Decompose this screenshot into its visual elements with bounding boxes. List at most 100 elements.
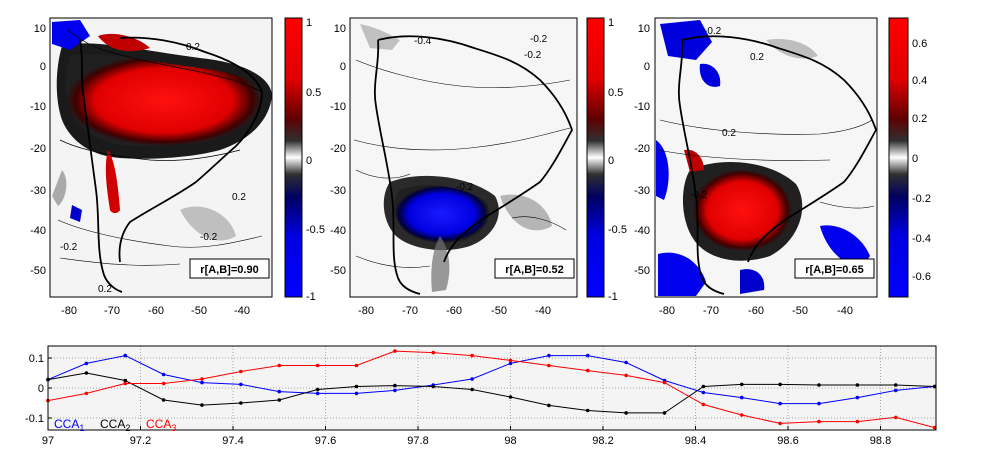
- colorbar-1-tick: 0: [306, 155, 312, 167]
- timeseries-series-1-point: [778, 402, 782, 406]
- timeseries-series-3-point: [702, 403, 706, 407]
- timeseries-series-3-point: [277, 364, 281, 368]
- map-panel-1: [50, 18, 272, 297]
- timeseries-series-1-point: [316, 392, 320, 396]
- timeseries-series-3-point: [470, 354, 474, 358]
- map-2-xtick: -60: [446, 305, 462, 317]
- timeseries-series-2-point: [817, 383, 821, 387]
- map-1-xtick: -80: [61, 305, 77, 317]
- timeseries-series-3-point: [547, 364, 551, 368]
- map-3-ytick: 10: [638, 23, 650, 35]
- timeseries-xtick-label: 97: [42, 435, 54, 447]
- colorbar-1-tick: -1: [306, 291, 316, 303]
- timeseries-series-2-point: [277, 398, 281, 402]
- map-3-xtick: -80: [659, 305, 675, 317]
- timeseries-xtick-label: 98: [504, 435, 516, 447]
- map-1-contour-label: 0.2: [232, 192, 246, 203]
- colorbar-2-tick: 1: [608, 17, 614, 29]
- timeseries-series-2-point: [393, 384, 397, 388]
- timeseries-series-1-point: [85, 362, 89, 366]
- map-2-ytick: 10: [334, 23, 346, 35]
- timeseries-series-2-point: [702, 385, 706, 389]
- map-1-xtick: -40: [234, 305, 250, 317]
- timeseries-series-2-point: [778, 383, 782, 387]
- timeseries-series-2-point: [470, 388, 474, 392]
- colorbar-3-tick: 0: [912, 153, 918, 165]
- timeseries-series-3-point: [663, 381, 667, 385]
- timeseries-xtick-label: 98.8: [870, 435, 891, 447]
- colorbar-3-tick: -0.6: [912, 271, 931, 283]
- timeseries-series-1-point: [162, 373, 166, 377]
- map-1-contour-label: 0.2: [98, 284, 112, 295]
- map-1-contour-label: -0.2: [60, 242, 78, 253]
- timeseries-ytick-label: 0: [38, 383, 44, 395]
- timeseries-xtick-label: 97.6: [315, 435, 336, 447]
- map-3-xtick: -60: [748, 305, 764, 317]
- colorbar-2: [587, 18, 604, 297]
- map-3-ytick: -10: [634, 101, 650, 113]
- timeseries-series-3-point: [778, 422, 782, 426]
- timeseries-legend: CCA1 CCA2 CCA3: [54, 417, 176, 433]
- map-2-ytick: -30: [330, 185, 346, 197]
- timeseries-series-3-point: [509, 359, 513, 363]
- map-panel-3: [655, 18, 877, 297]
- timeseries-series-1-point: [547, 354, 551, 358]
- map-3-xtick: -70: [703, 305, 719, 317]
- timeseries-ytick-label: 0.1: [29, 353, 44, 365]
- map-2-contour-label: -0.2: [456, 182, 474, 193]
- colorbar-2-tick: 0: [608, 155, 614, 167]
- map-1-ytick: 0: [40, 61, 46, 73]
- timeseries-series-1-point: [277, 390, 281, 394]
- map-3-correlation-label: r[A,B]=0.65: [805, 264, 863, 276]
- timeseries-series-2-point: [431, 385, 435, 389]
- map-3-ytick: -50: [634, 265, 650, 277]
- map-2-ytick: -40: [330, 225, 346, 237]
- map-3-ytick: 0: [644, 61, 650, 73]
- map-2-correlation-label: r[A,B]=0.52: [505, 264, 563, 276]
- timeseries-series-1-point: [470, 377, 474, 381]
- map-2-xtick: -50: [491, 305, 507, 317]
- colorbar-2-tick: 0.5: [608, 87, 623, 99]
- colorbar-3: [889, 18, 908, 297]
- map-3-ytick: -20: [634, 143, 650, 155]
- timeseries-xtick-label: 97.8: [407, 435, 428, 447]
- map-2-xtick: -70: [402, 305, 418, 317]
- timeseries-series-2-point: [624, 411, 628, 415]
- timeseries-series-1-point: [817, 402, 821, 406]
- timeseries-xtick-label: 97.2: [130, 435, 151, 447]
- map-1-ytick: -50: [30, 265, 46, 277]
- timeseries-series-3-point: [355, 364, 359, 368]
- timeseries-series-3-point: [123, 382, 127, 386]
- timeseries-series-3-point: [85, 392, 89, 396]
- timeseries-series-1-point: [355, 392, 359, 396]
- timeseries-series-3-point: [586, 369, 590, 373]
- timeseries-series-2-point: [509, 395, 513, 399]
- map-3-contour-label: -0.2: [690, 190, 708, 201]
- colorbar-1-tick: 1: [306, 17, 312, 29]
- timeseries-series-3-point: [740, 413, 744, 417]
- timeseries-series-2-point: [85, 371, 89, 375]
- timeseries-series-1-point: [239, 383, 243, 387]
- colorbar-3-tick: 0.2: [912, 113, 927, 125]
- timeseries-xtick-label: 98.2: [592, 435, 613, 447]
- map-2-xtick: -40: [535, 305, 551, 317]
- timeseries-ytick-label: -0.1: [25, 413, 44, 425]
- map-2-ytick: -10: [330, 101, 346, 113]
- colorbar-3-tick: 0.6: [912, 38, 927, 50]
- timeseries-series-2-point: [740, 383, 744, 387]
- map-2-contour-label: -0.2: [530, 34, 548, 45]
- timeseries-series-2-point: [355, 385, 359, 389]
- timeseries-xtick-label: 98.4: [685, 435, 706, 447]
- colorbar-2-tick: -0.5: [608, 224, 627, 236]
- timeseries-series-1-point: [624, 361, 628, 365]
- timeseries-series-2-point: [316, 388, 320, 392]
- timeseries-series-3-point: [239, 370, 243, 374]
- map-2-ytick: -50: [330, 265, 346, 277]
- map-1-contour-label: 0.2: [186, 42, 200, 53]
- colorbar-2-tick: -1: [608, 291, 618, 303]
- map-1-ytick: -30: [30, 185, 46, 197]
- map-1-ytick: -40: [30, 225, 46, 237]
- timeseries-xtick-label: 98.6: [777, 435, 798, 447]
- timeseries-series-1-point: [393, 389, 397, 393]
